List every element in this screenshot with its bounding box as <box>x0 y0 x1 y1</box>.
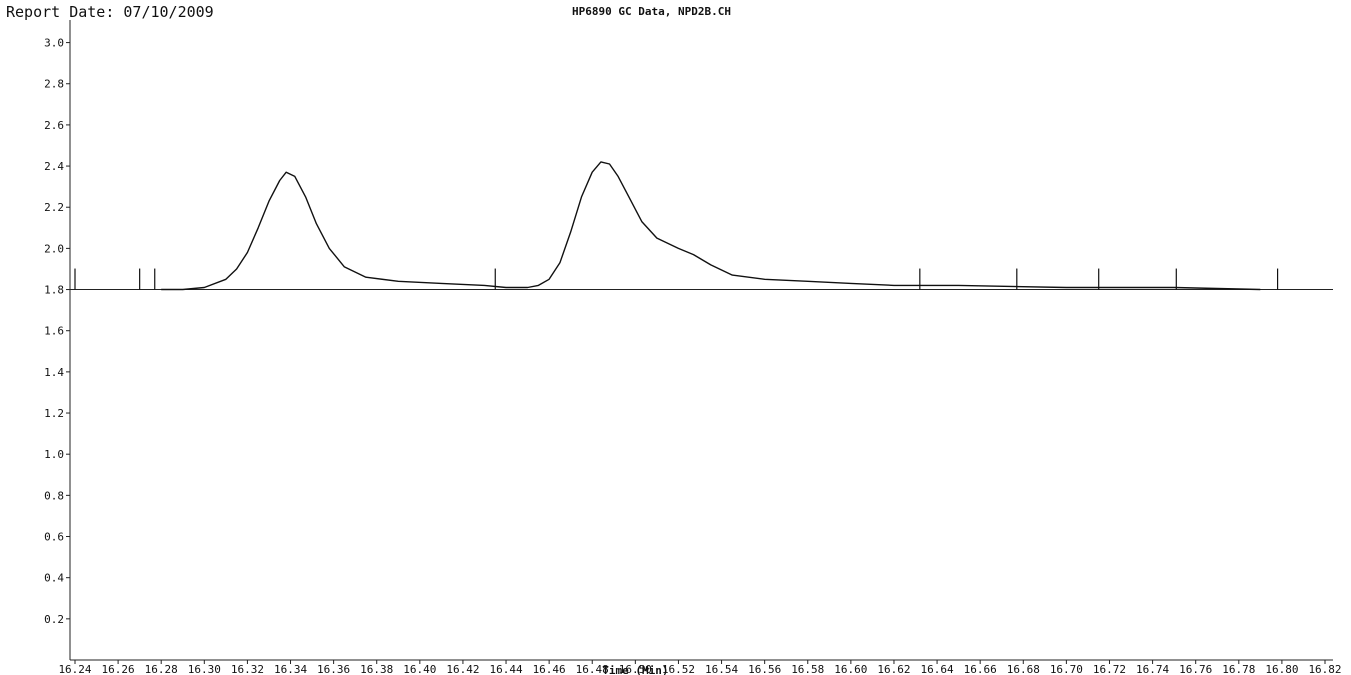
x-tick-label: 16.24 <box>58 663 91 675</box>
y-tick-label: 1.8 <box>44 284 64 297</box>
x-tick-label: 16.60 <box>834 663 867 675</box>
x-tick-label: 16.34 <box>274 663 307 675</box>
x-tick-label: 16.42 <box>446 663 479 675</box>
x-tick-label: 16.70 <box>1050 663 1083 675</box>
y-tick-label: 1.6 <box>44 325 64 338</box>
x-axis-title: Time (Min) <box>602 664 668 675</box>
x-tick-label: 16.58 <box>791 663 824 675</box>
y-tick-label: 0.2 <box>44 613 64 626</box>
x-tick-label: 16.46 <box>533 663 566 675</box>
x-tick-label: 16.72 <box>1093 663 1126 675</box>
x-tick-label: 16.64 <box>921 663 954 675</box>
series-group <box>161 161 1261 291</box>
y-tick-label: 1.2 <box>44 407 64 420</box>
x-tick-label: 16.44 <box>489 663 522 675</box>
x-tick-label: 16.74 <box>1136 663 1169 675</box>
y-tick-label: 3.0 <box>44 37 64 50</box>
x-tick-label: 16.82 <box>1308 663 1341 675</box>
y-tick-label: 1.4 <box>44 366 64 379</box>
x-tick-label: 16.68 <box>1007 663 1040 675</box>
x-tick-label: 16.66 <box>964 663 997 675</box>
x-tick-label: 16.56 <box>748 663 781 675</box>
y-tick-label: 2.6 <box>44 119 64 132</box>
x-tick-label: 16.78 <box>1222 663 1255 675</box>
y-tick-label: 1.0 <box>44 448 64 461</box>
y-tick-label: 0.4 <box>44 572 64 585</box>
x-tick-label: 16.28 <box>145 663 178 675</box>
x-tick-label: 16.32 <box>231 663 264 675</box>
report-date-label: Report Date: 07/10/2009 <box>6 3 214 21</box>
x-tick-label: 16.26 <box>102 663 135 675</box>
y-tick-label: 2.2 <box>44 201 64 214</box>
x-tick-label: 16.76 <box>1179 663 1212 675</box>
x-tick-label: 16.38 <box>360 663 393 675</box>
y-tick-label: 2.0 <box>44 242 64 255</box>
x-tick-label: 16.48 <box>576 663 609 675</box>
x-tick-label: 16.54 <box>705 663 738 675</box>
x-tick-label: 16.40 <box>403 663 436 675</box>
x-tick-label: 16.36 <box>317 663 350 675</box>
x-tick-label: 16.30 <box>188 663 221 675</box>
plot-frame <box>69 20 1333 661</box>
x-tick-label: 16.50 <box>619 663 652 675</box>
x-tick-label: 16.62 <box>877 663 910 675</box>
chromatogram-trace <box>161 161 1261 291</box>
y-tick-label: 2.8 <box>44 78 64 91</box>
x-tick-label: 16.80 <box>1265 663 1298 675</box>
x-axis: 16.24 16.26 16.28 16.30 16.32 16.34 16.36 16.38… <box>58 660 1342 675</box>
x-tick-label: 16.52 <box>662 663 695 675</box>
y-tick-label: 2.4 <box>44 160 64 173</box>
chart-title: HP6890 GC Data, NPD2B.CH <box>572 5 731 18</box>
y-tick-label: 0.6 <box>44 531 64 544</box>
y-tick-label: 0.8 <box>44 489 64 502</box>
event-marks <box>74 268 1279 290</box>
y-axis: 0.2 0.4 0.6 0.8 1.0 1.2 1.4 1.6 1.8 2.0 2.2 2.4 2.6 2… <box>44 37 70 626</box>
